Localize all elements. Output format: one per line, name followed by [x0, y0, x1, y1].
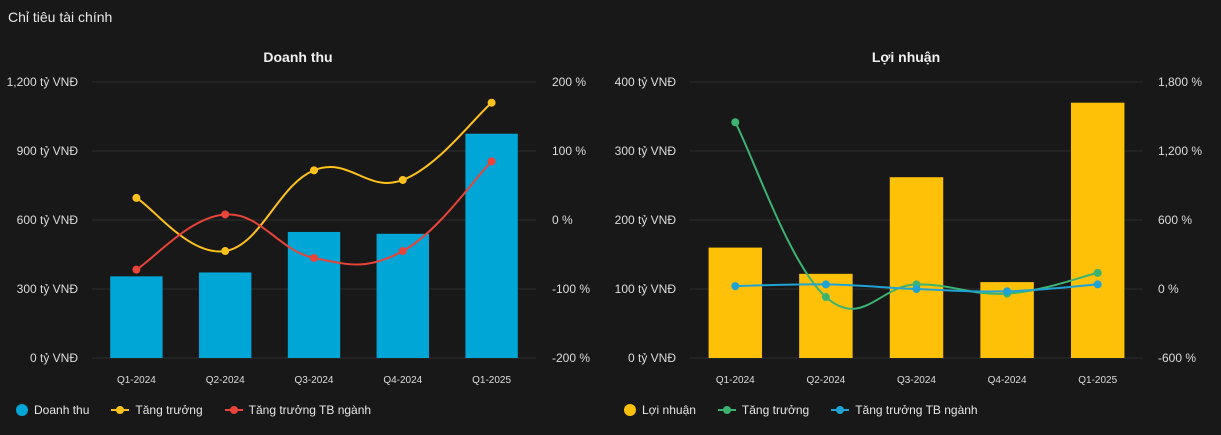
profit-series-point: [821, 280, 830, 289]
revenue-series-point: [310, 253, 318, 262]
legend-line-icon: [224, 404, 243, 416]
chart-title-profit: Lợi nhuận: [871, 49, 941, 65]
profit-x-tick-label: Q2-2024: [806, 375, 845, 386]
profit-bar: [1070, 102, 1125, 358]
legend-label: Lợi nhuận: [642, 403, 696, 417]
revenue-series-line: [135, 101, 493, 253]
profit-series-point: [731, 282, 740, 291]
profit-y-tick-label: 400 tỷ VNĐ: [615, 75, 677, 89]
profit-y-tick-label: 100 tỷ VNĐ: [615, 282, 677, 296]
revenue-series-point: [487, 98, 496, 107]
legend-item-revenue-industry[interactable]: Tăng trưởng TB ngành: [224, 403, 372, 417]
chart-title-revenue: Doanh thu: [263, 49, 333, 65]
legend-dot-icon: [624, 404, 636, 416]
profit-bar: [708, 247, 763, 358]
revenue-series-point: [487, 157, 496, 166]
profit-x-tick-label: Q1-2024: [716, 375, 755, 386]
revenue-x-tick-label: Q3-2024: [295, 375, 334, 386]
profit-y-tick-label: 300 tỷ VNĐ: [615, 144, 677, 158]
legend-line-icon: [717, 404, 736, 416]
profit-y2-tick-label: 600 %: [1158, 213, 1192, 227]
profit-series-point: [821, 293, 830, 302]
revenue-series-point: [132, 193, 141, 202]
profit-series-point: [1093, 280, 1102, 289]
profit-bar: [889, 177, 944, 358]
profit-y2-tick-label: 0 %: [1158, 282, 1179, 296]
revenue-y2-tick-label: 0 %: [552, 213, 573, 227]
legend-label: Tăng trưởng: [741, 403, 810, 417]
revenue-series-point: [221, 210, 230, 219]
revenue-bar: [199, 272, 252, 358]
profit-y-tick-label: 200 tỷ VNĐ: [615, 213, 677, 227]
profit-series-point: [1093, 268, 1102, 277]
revenue-y2-tick-label: 200 %: [552, 75, 586, 89]
profit-y-tick-label: 0 tỷ VNĐ: [628, 351, 676, 365]
revenue-y-tick-label: 0 tỷ VNĐ: [30, 351, 78, 365]
legend-profit: Lợi nhuận Tăng trưởng Tăng trưởng TB ngà…: [624, 403, 1000, 417]
page-title: Chỉ tiêu tài chính: [8, 9, 113, 25]
revenue-y-tick-label: 900 tỷ VNĐ: [17, 144, 79, 158]
revenue-x-tick-label: Q2-2024: [206, 375, 245, 386]
revenue-y-tick-label: 1,200 tỷ VNĐ: [7, 75, 79, 89]
revenue-series-point: [398, 247, 407, 256]
legend-item-profit-industry[interactable]: Tăng trưởng TB ngành: [831, 403, 978, 417]
revenue-y2-tick-label: -200 %: [552, 351, 590, 365]
profit-x-tick-label: Q1-2025: [1078, 375, 1117, 386]
profit-x-tick-label: Q4-2024: [988, 375, 1027, 386]
profit-x-tick-label: Q3-2024: [897, 375, 936, 386]
legend-item-profit-growth[interactable]: Tăng trưởng: [717, 403, 810, 417]
revenue-series-point: [132, 265, 141, 274]
legend-label: Tăng trưởng TB ngành: [855, 403, 978, 417]
revenue-series-point: [310, 166, 318, 175]
revenue-series-point: [398, 175, 407, 184]
revenue-bar: [110, 276, 163, 358]
legend-revenue: Doanh thu Tăng trưởng Tăng trưởng TB ngà…: [16, 403, 393, 417]
legend-label: Doanh thu: [34, 403, 90, 417]
revenue-x-tick-label: Q1-2024: [117, 375, 156, 386]
profit-series-point: [731, 118, 740, 127]
legend-item-revenue-growth[interactable]: Tăng trưởng: [111, 403, 203, 417]
revenue-x-tick-label: Q4-2024: [383, 375, 422, 386]
revenue-bar: [465, 133, 518, 358]
legend-dot-icon: [16, 404, 28, 416]
revenue-y-tick-label: 300 tỷ VNĐ: [17, 282, 79, 296]
legend-label: Tăng trưởng: [135, 403, 203, 417]
revenue-y-tick-label: 600 tỷ VNĐ: [17, 213, 79, 227]
legend-item-revenue-bar[interactable]: Doanh thu: [16, 403, 89, 417]
profit-y2-tick-label: 1,800 %: [1158, 75, 1202, 89]
revenue-x-tick-label: Q1-2025: [472, 375, 511, 386]
profit-y2-tick-label: 1,200 %: [1158, 144, 1202, 158]
revenue-y2-tick-label: 100 %: [552, 144, 586, 158]
legend-label: Tăng trưởng TB ngành: [248, 403, 372, 417]
profit-series-point: [1003, 287, 1012, 296]
profit-y2-tick-label: -600 %: [1158, 351, 1196, 365]
legend-line-icon: [111, 404, 130, 416]
revenue-y2-tick-label: -100 %: [552, 282, 590, 296]
profit-series-point: [912, 285, 921, 293]
revenue-bar: [287, 231, 341, 358]
legend-line-icon: [831, 404, 850, 416]
legend-item-profit-bar[interactable]: Lợi nhuận: [624, 403, 696, 417]
revenue-series-point: [221, 247, 230, 256]
